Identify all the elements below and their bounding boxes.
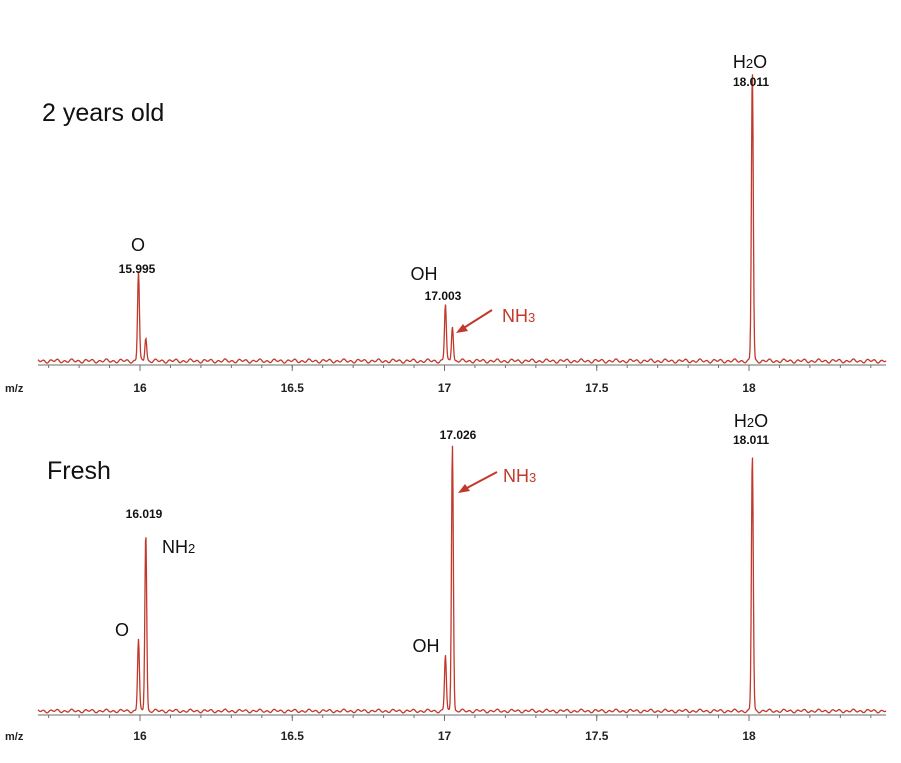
peak-value-nh3: 17.026 [440, 428, 477, 442]
x-tick-label: 16 [133, 729, 147, 743]
panel-title: Fresh [47, 457, 111, 485]
nh3-label-text: NH3 [503, 466, 536, 486]
x-tick-label: 16.5 [281, 381, 305, 395]
peak-label-nh3: NH3 [503, 466, 536, 486]
peak-label-nh2: NH2 [162, 537, 195, 557]
peak-label-oh: OH [411, 264, 438, 284]
x-axis-label: m/z [5, 383, 24, 395]
peak-label-nh3: NH3 [502, 306, 535, 326]
nh3-arrow [456, 309, 493, 333]
peak-value-h2o: 18.011 [733, 433, 769, 447]
nh3-arrow [458, 471, 498, 493]
panel-fresh: Fresh 16 16.5 17 17.5 18 m/z O 16.019 NH2 OH… [5, 411, 887, 743]
peak-value-oh: 17.003 [425, 289, 462, 303]
peak-value-o: 15.995 [119, 262, 156, 276]
peak-label-h2o: H2O [734, 411, 768, 431]
x-axis-ticks: 16 16.5 17 17.5 18 [48, 365, 872, 395]
peak-label-o: O [115, 620, 129, 640]
x-axis-ticks: 16 16.5 17 17.5 18 [48, 715, 872, 743]
x-tick-label: 16 [133, 381, 147, 395]
x-tick-label: 17 [438, 729, 452, 743]
peak-value-h2o: 18.011 [733, 75, 769, 89]
peak-label-h2o: H2O [733, 52, 767, 72]
peak-value-nh2: 16.019 [126, 507, 163, 521]
panel-two-years-old: 2 years old 16 16.5 17 17.5 18 m/z O 15.995 … [5, 52, 887, 395]
x-tick-label: 17.5 [585, 729, 609, 743]
x-tick-label: 17 [438, 381, 452, 395]
x-axis-label: m/z [5, 731, 24, 743]
peak-label-oh: OH [413, 636, 440, 656]
x-tick-label: 16.5 [281, 729, 305, 743]
peak-label-o: O [131, 235, 145, 255]
nh3-label-text: NH3 [502, 306, 535, 326]
spectrum-trace [37, 445, 887, 714]
x-tick-label: 18 [742, 729, 756, 743]
spectrum-trace [37, 74, 887, 364]
x-tick-label: 18 [742, 381, 756, 395]
x-tick-label: 17.5 [585, 381, 609, 395]
panel-title: 2 years old [42, 99, 164, 127]
